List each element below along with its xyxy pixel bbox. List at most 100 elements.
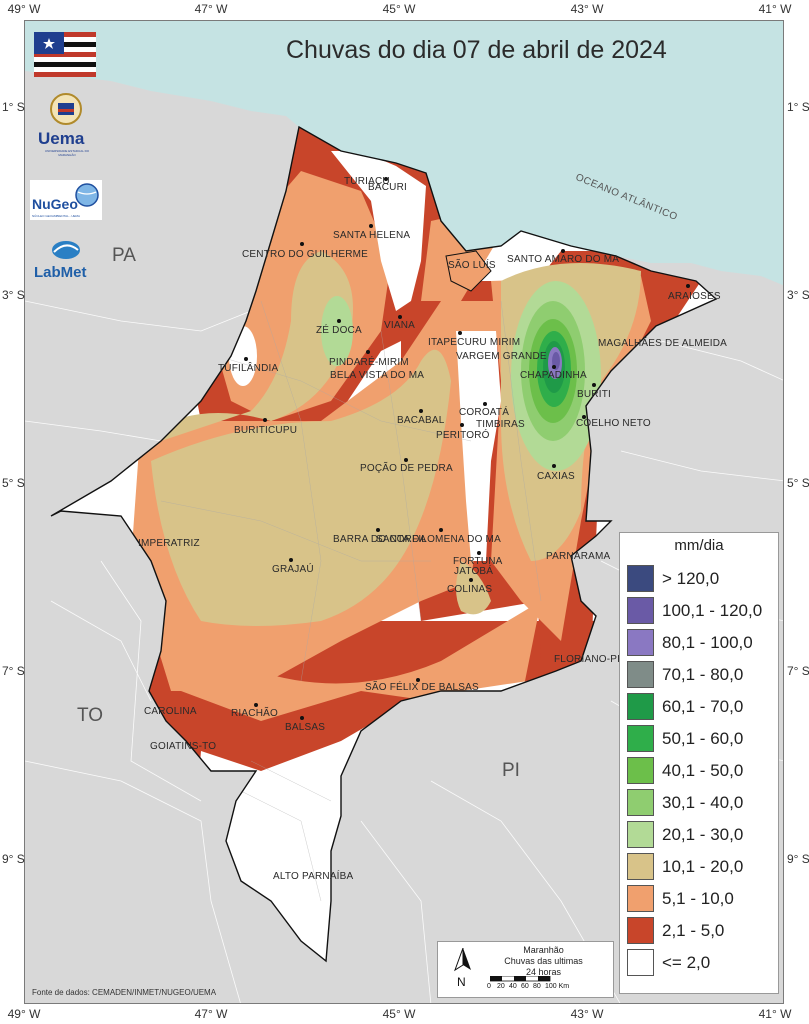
uema-logo-subtitle: UNIVERSIDADE ESTADUAL DO MARANHÃO: [44, 149, 90, 157]
legend-label: 50,1 - 60,0: [662, 728, 744, 748]
city-label: TIMBIRAS: [476, 419, 525, 430]
region-label-pa: PA: [112, 245, 136, 266]
legend-item: 30,1 - 40,0: [627, 789, 743, 816]
data-source-note: Fonte de dados: CEMADEN/INMET/NUGEO/UEMA: [32, 988, 217, 997]
city-label: ZÉ DOCA: [316, 325, 362, 336]
nugeo-logo-text: NuGeo: [32, 196, 78, 212]
lon-label-top: 49° W: [7, 2, 41, 16]
city-dot: [366, 350, 370, 354]
city-label: CHAPADINHA: [520, 370, 587, 381]
lat-label-left: 3° S: [2, 288, 25, 302]
city-label: CAXIAS: [537, 471, 575, 482]
city-label: JATOBÁ: [454, 566, 494, 577]
lat-label-right: 9° S: [787, 852, 809, 866]
ocean-area: [25, 21, 783, 286]
lat-label-left: 5° S: [2, 476, 25, 490]
city-label: RIACHÃO: [231, 708, 278, 719]
uema-logo: Uema UNIVERSIDADE ESTADUAL DO MARANHÃO: [34, 92, 98, 157]
legend-item: 2,1 - 5,0: [627, 917, 724, 944]
city-label: FORTUNA: [453, 556, 503, 567]
lon-label-bottom: 45° W: [382, 1007, 416, 1021]
legend-swatch: [627, 757, 654, 784]
legend-swatch: [627, 565, 654, 592]
city-label: BACABAL: [397, 415, 445, 426]
city-label: PARNARAMA: [546, 551, 611, 562]
region-label-pi: PI: [502, 760, 520, 781]
city-dot: [376, 528, 380, 532]
legend-swatch: [627, 693, 654, 720]
city-dot: [384, 177, 388, 181]
city-dot: [552, 464, 556, 468]
lat-label-right: 7° S: [787, 664, 809, 678]
legend-label: 80,1 - 100,0: [662, 632, 753, 652]
legend-swatch: [627, 821, 654, 848]
legend-item: 40,1 - 50,0: [627, 757, 743, 784]
city-dot: [398, 315, 402, 319]
scale-tick: 20: [497, 983, 505, 990]
city-label: COLINAS: [447, 584, 493, 595]
city-label: COELHO NETO: [576, 418, 651, 429]
city-label: POÇÃO DE PEDRA: [360, 463, 453, 474]
city-dot: [416, 678, 420, 682]
uema-logo-text: Uema: [38, 129, 85, 148]
north-letter: N: [457, 975, 466, 989]
city-label: BELA VISTA DO MA: [330, 370, 425, 381]
lon-label-top: 43° W: [570, 2, 604, 16]
scale-box-caption: Maranhão Chuvas das ultimas 24 horas: [478, 945, 609, 978]
legend-label: 30,1 - 40,0: [662, 792, 744, 812]
city-dot: [337, 319, 341, 323]
city-label: BARRA DO CORDA: [333, 534, 427, 545]
region-label-to: TO: [77, 705, 104, 726]
city-label: ARAIOSES: [668, 291, 721, 302]
municipal-boundaries: [160, 300, 542, 902]
map-frame: [24, 20, 784, 1004]
scale-tick: 60: [521, 983, 529, 990]
legend-label: > 120,0: [662, 568, 720, 588]
legend: mm/dia > 120,0 100,1 - 120,0 80,1 - 100,…: [619, 532, 779, 994]
city-dot: [483, 402, 487, 406]
city-label: MAGALHÃES DE ALMEIDA: [598, 338, 728, 349]
lon-label-bottom: 47° W: [194, 1007, 228, 1021]
legend-item: 20,1 - 30,0: [627, 821, 743, 848]
city-label: ALTO PARNAÍBA: [273, 871, 354, 882]
globe-icon: [75, 183, 99, 207]
city-label: SANTA HELENA: [333, 230, 411, 241]
city-dot: [254, 703, 258, 707]
city-dot: [686, 284, 690, 288]
city-label: PINDARÉ-MIRIM: [329, 357, 409, 368]
uema-seal-icon: [50, 93, 82, 125]
city-dot: [263, 418, 267, 422]
legend-item: 10,1 - 20,0: [627, 853, 743, 880]
scale-box-line: Chuvas das ultimas: [504, 956, 583, 966]
city-label: SANTA FILOMENA DO MA: [376, 534, 501, 545]
legend-swatch: [627, 789, 654, 816]
legend-swatch: [627, 853, 654, 880]
scale-box-line: 24 horas: [525, 967, 562, 977]
city-dot: [439, 528, 443, 532]
nugeo-logo-subtitle: NÚCLEO GEOAMBIENTAL - UEMA: [32, 214, 81, 218]
scale-tick: 100 Km: [545, 983, 570, 990]
city-label: GOIATINS-TO: [150, 741, 217, 752]
lat-label-right: 5° S: [787, 476, 809, 490]
scale-box-line: Maranhão: [523, 945, 564, 955]
city-dot: [592, 383, 596, 387]
legend-label: <= 2,0: [662, 952, 711, 972]
city-label: COROATÁ: [459, 407, 510, 418]
legend-item: > 120,0: [627, 565, 719, 592]
legend-swatch: [627, 597, 654, 624]
city-label: CENTRO DO GUILHERME: [242, 249, 369, 260]
city-dot: [419, 409, 423, 413]
legend-swatch: [627, 949, 654, 976]
lat-label-right: 1° S: [787, 100, 809, 114]
lon-label-bottom: 41° W: [758, 1007, 792, 1021]
city-dot: [300, 242, 304, 246]
city-label: BURITICUPU: [234, 425, 298, 436]
city-dot: [469, 578, 473, 582]
legend-item: <= 2,0: [627, 949, 710, 976]
city-label: VARGEM GRANDE: [456, 351, 547, 362]
city-label: TURIAÇU: [344, 176, 390, 187]
lon-label-top: 41° W: [758, 2, 792, 16]
legend-title: mm/dia: [674, 537, 724, 554]
scale-tick: 0: [487, 983, 491, 990]
labmet-logo: LabMet: [34, 238, 98, 288]
